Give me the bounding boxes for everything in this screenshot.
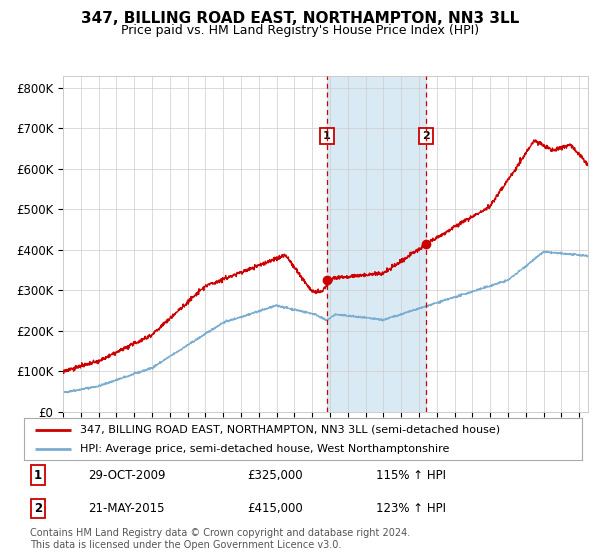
Text: £415,000: £415,000 xyxy=(247,502,303,515)
Text: 21-MAY-2015: 21-MAY-2015 xyxy=(88,502,164,515)
Text: 29-OCT-2009: 29-OCT-2009 xyxy=(88,469,166,482)
Text: Price paid vs. HM Land Registry's House Price Index (HPI): Price paid vs. HM Land Registry's House … xyxy=(121,24,479,36)
Text: 1: 1 xyxy=(34,469,42,482)
Text: 347, BILLING ROAD EAST, NORTHAMPTON, NN3 3LL: 347, BILLING ROAD EAST, NORTHAMPTON, NN3… xyxy=(81,11,519,26)
Text: 123% ↑ HPI: 123% ↑ HPI xyxy=(376,502,446,515)
Text: 347, BILLING ROAD EAST, NORTHAMPTON, NN3 3LL (semi-detached house): 347, BILLING ROAD EAST, NORTHAMPTON, NN3… xyxy=(80,424,500,435)
Text: 2: 2 xyxy=(34,502,42,515)
Text: Contains HM Land Registry data © Crown copyright and database right 2024.
This d: Contains HM Land Registry data © Crown c… xyxy=(30,528,410,550)
Text: 1: 1 xyxy=(323,131,331,141)
Text: £325,000: £325,000 xyxy=(247,469,303,482)
Text: 115% ↑ HPI: 115% ↑ HPI xyxy=(376,469,446,482)
Text: 2: 2 xyxy=(422,131,430,141)
Bar xyxy=(327,76,425,412)
Text: HPI: Average price, semi-detached house, West Northamptonshire: HPI: Average price, semi-detached house,… xyxy=(80,444,449,454)
